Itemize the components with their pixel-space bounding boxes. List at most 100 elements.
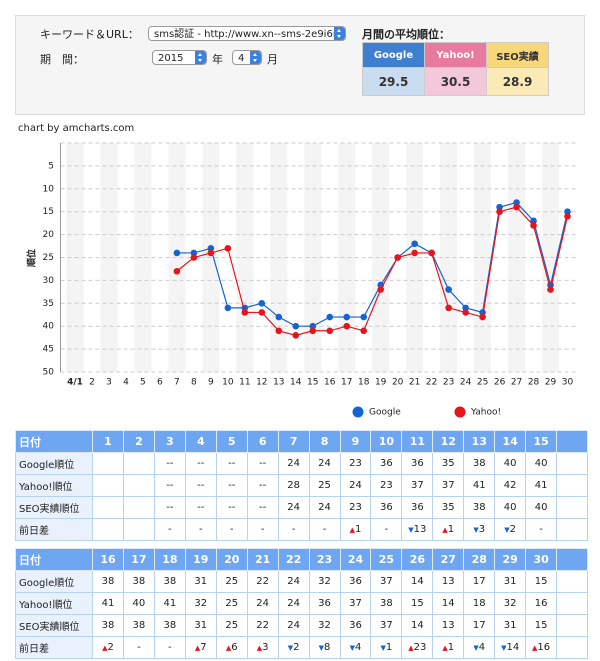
data-point (411, 240, 418, 248)
table-cell: 36 (308, 592, 341, 615)
data-point (224, 304, 232, 312)
table-cell: 24 (277, 570, 310, 593)
data-point (207, 249, 215, 257)
table-cell: 40 (122, 592, 155, 615)
x-tick-label: 16 (324, 378, 336, 388)
table-cell (122, 518, 155, 541)
data-point (309, 327, 317, 335)
table-cell: -- (215, 474, 248, 497)
year-select[interactable]: 2015 (152, 50, 207, 65)
row-label: Yahoo!順位 (15, 592, 93, 615)
keyword-select[interactable]: sms認証 - http://www.xn--sms-2e9i6m.cc (148, 26, 346, 41)
average-table: Google Yahoo! SEO実績 29.5 30.5 28.9 (362, 42, 549, 96)
table-cell: 25 (215, 570, 248, 593)
chart: chart by amcharts.com 順位 510152025303540… (18, 123, 576, 418)
data-point (513, 203, 520, 211)
y-tick-label: 25 (43, 253, 54, 263)
day-header: 1 (92, 430, 124, 453)
day-header: 26 (401, 548, 434, 571)
table-cell: 40 (525, 496, 558, 519)
table-cell: 38 (122, 570, 155, 593)
data-point (275, 313, 283, 321)
x-tick-label: 7 (174, 378, 180, 388)
chart-credit[interactable]: chart by amcharts.com (18, 123, 134, 134)
table-cell: ▼1 (370, 636, 403, 659)
table-cell: -- (153, 496, 186, 519)
y-tick-label: 15 (43, 207, 54, 217)
table-cell: 24 (277, 452, 310, 475)
data-point (343, 322, 351, 330)
table-cell: 16 (525, 592, 558, 615)
blank-header (556, 548, 588, 571)
y-axis-label: 順位 (26, 249, 38, 268)
table-cell: 32 (184, 592, 217, 615)
average-header: SEO実績 (486, 42, 549, 68)
table-cell: ▼4 (463, 636, 496, 659)
data-point (547, 286, 554, 293)
data-point (309, 322, 317, 330)
data-point (326, 313, 334, 321)
x-tick-label: 23 (443, 378, 454, 388)
table-cell: -- (184, 452, 217, 475)
data-point (411, 249, 418, 257)
legend-label: Yahoo! (470, 408, 501, 418)
blank-cell (556, 474, 588, 497)
table-cell: 38 (370, 592, 403, 615)
x-tick-label: 30 (562, 378, 574, 388)
table-cell: ▼2 (277, 636, 310, 659)
blank-header (556, 430, 588, 453)
data-point (190, 249, 198, 257)
table-cell: 32 (494, 592, 527, 615)
row-label: Google順位 (15, 452, 93, 475)
table-cell: ▲23 (401, 636, 434, 659)
y-tick-label: 10 (43, 184, 55, 194)
x-tick-label: 22 (426, 378, 437, 388)
data-point (394, 254, 401, 261)
data-point (513, 199, 520, 206)
data-point (343, 313, 351, 321)
table-cell: 40 (494, 452, 527, 475)
table-cell: 23 (339, 452, 372, 475)
table-cell: 38 (463, 496, 496, 519)
data-point (207, 245, 215, 252)
x-tick-label: 18 (358, 378, 370, 388)
day-header: 23 (308, 548, 341, 571)
table-cell: 36 (339, 614, 372, 637)
data-point (462, 309, 469, 316)
day-header: 2 (122, 430, 155, 453)
table-cell: 23 (339, 496, 372, 519)
blank-cell (556, 636, 588, 659)
x-tick-label: 8 (191, 378, 197, 388)
y-tick-label: 40 (43, 322, 55, 332)
day-header: 12 (432, 430, 465, 453)
keyword-label: キーワード＆URL： (40, 28, 139, 41)
data-point (190, 254, 198, 261)
data-point (292, 322, 300, 330)
table-cell (122, 474, 155, 497)
x-tick-label: 4/1 (67, 378, 83, 388)
band (372, 143, 390, 372)
table-cell: -- (246, 474, 279, 497)
average-value: 30.5 (424, 67, 487, 96)
table-cell: 31 (184, 614, 217, 637)
table-cell: 18 (463, 592, 496, 615)
day-header: 6 (246, 430, 279, 453)
row-label: SEO実績順位 (15, 496, 93, 519)
legend-marker (352, 406, 364, 418)
day-header: 9 (339, 430, 372, 453)
month-select[interactable]: 4 (232, 50, 262, 65)
table-cell: 24 (277, 592, 310, 615)
x-tick-label: 4 (123, 378, 129, 388)
row-label: SEO実績順位 (15, 614, 93, 637)
table-cell: -- (246, 496, 279, 519)
table-cell: - (184, 518, 217, 541)
average-header: Yahoo! (424, 42, 487, 68)
table-cell: 22 (246, 570, 279, 593)
table-cell: 24 (277, 614, 310, 637)
table-cell: 40 (494, 496, 527, 519)
table-cell: 15 (525, 614, 558, 637)
data-point (564, 212, 571, 220)
table-cell: ▲6 (215, 636, 248, 659)
blank-cell (556, 570, 588, 593)
table-cell: 38 (153, 570, 186, 593)
